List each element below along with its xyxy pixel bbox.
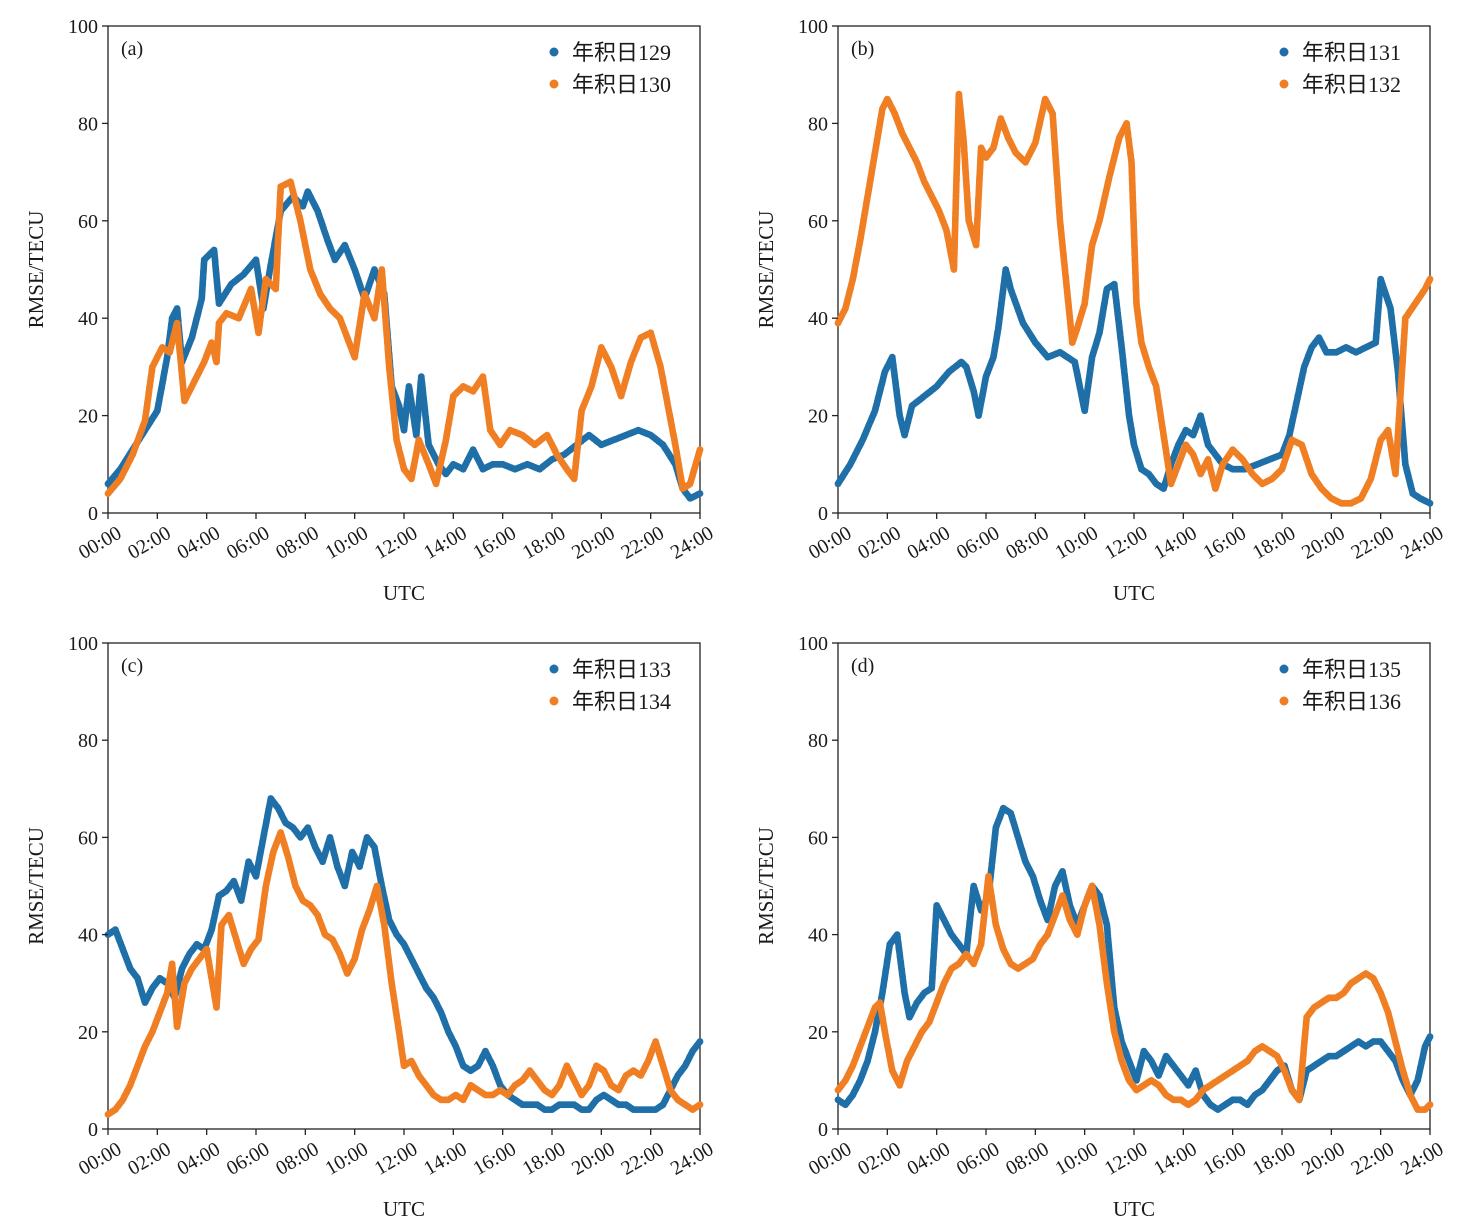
data-point [696, 446, 704, 454]
y-tick-label: 0 [818, 503, 828, 525]
data-point [696, 490, 704, 497]
x-tick-label: 10:00 [1052, 522, 1102, 564]
x-tick-label: 22:00 [618, 522, 668, 564]
y-tick-label: 100 [68, 16, 98, 38]
series-2-points [104, 178, 704, 497]
legend: 年积日131 年积日132 [1279, 40, 1401, 97]
x-tick-label: 10:00 [322, 522, 372, 564]
x-tick-label: 24:00 [1397, 522, 1447, 564]
x-tick-label: 02:00 [854, 522, 904, 564]
x-axis-label: UTC [383, 581, 425, 605]
x-tick-label: 24:00 [667, 522, 717, 564]
y-tick-label: 20 [78, 406, 98, 428]
x-tick-label: 04:00 [904, 522, 954, 564]
y-tick-label: 80 [808, 113, 828, 135]
y-tick-label: 80 [78, 113, 98, 135]
x-tick-label: 20:00 [568, 522, 618, 564]
x-tick-label: 14:00 [1150, 522, 1200, 564]
x-tick-label: 12:00 [1101, 522, 1151, 564]
legend-marker [549, 79, 559, 89]
y-axis-label: RMSE/TECU [24, 211, 48, 329]
x-tick-label: 02:00 [124, 522, 174, 564]
x-tick-label: 18:00 [1249, 522, 1299, 564]
y-tick-label: 40 [808, 308, 828, 330]
y-tick-label: 60 [78, 211, 98, 233]
y-tick-label: 0 [88, 503, 98, 525]
series-1-points [104, 188, 704, 502]
data-point [1426, 499, 1434, 507]
x-tick-label: 04:00 [174, 522, 224, 564]
legend: 年积日129 年积日130 [549, 40, 671, 97]
legend-marker [1279, 47, 1289, 57]
legend-label: 年积日131 [1302, 40, 1401, 65]
x-tick-label: 06:00 [223, 522, 273, 564]
panel-c: 00:0002:0004:0006:0008:0010:0012:0014:00… [24, 633, 717, 1221]
panel-a: 00:0002:0004:0006:0008:0010:0012:0014:00… [24, 16, 717, 605]
legend-marker [549, 47, 559, 57]
panel-b: 00:0002:0004:0006:0008:0010:0012:0014:00… [754, 16, 1447, 605]
x-tick-label: 20:00 [1298, 522, 1348, 564]
y-axis-label: RMSE/TECU [754, 211, 778, 329]
x-tick-label: 22:00 [1348, 522, 1398, 564]
x-tick-label: 00:00 [805, 522, 855, 564]
legend-label: 年积日129 [572, 40, 671, 65]
x-tick-label: 08:00 [272, 522, 322, 564]
legend-label: 年积日130 [572, 72, 671, 97]
data-point [696, 1038, 704, 1045]
x-tick-label: 00:00 [75, 522, 125, 564]
x-tick-label: 18:00 [519, 522, 569, 564]
y-tick-label: 60 [808, 211, 828, 233]
x-tick-label: 16:00 [470, 522, 520, 564]
series-2-points [104, 829, 704, 1118]
legend-label: 年积日132 [1302, 72, 1401, 97]
legend-marker [1279, 79, 1289, 89]
x-axis-label: UTC [1113, 581, 1155, 605]
series-1-points [834, 266, 1434, 507]
y-tick-label: 100 [798, 16, 828, 38]
x-tick-label: 06:00 [953, 522, 1003, 564]
x-tick-label: 12:00 [371, 522, 421, 564]
panel-label: (a) [121, 38, 143, 60]
y-tick-label: 20 [808, 406, 828, 428]
data-point [1426, 275, 1434, 283]
x-tick-label: 08:00 [1002, 522, 1052, 564]
panel-label: (b) [851, 38, 874, 60]
x-tick-label: 16:00 [1200, 522, 1250, 564]
y-tick-label: 40 [78, 308, 98, 330]
x-tick-label: 14:00 [420, 522, 470, 564]
